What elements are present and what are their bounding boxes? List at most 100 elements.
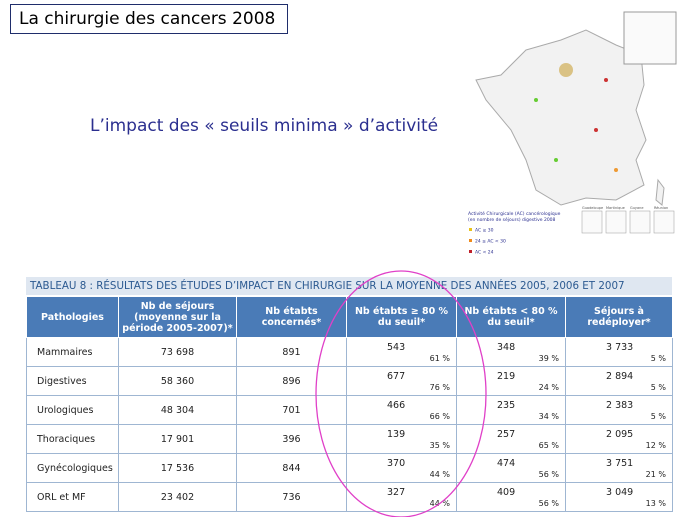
map-dot [594, 128, 598, 132]
map-legend-subtitle: (en nombre de séjours) digestive 2008 [468, 216, 556, 223]
inset-label: Réunion [654, 206, 668, 210]
slide-subtitle: L’impact des « seuils minima » d’activit… [90, 116, 439, 136]
table-title: TABLEAU 8 : RÉSULTATS DES ÉTUDES D’IMPAC… [26, 277, 672, 295]
percent: 66 % [429, 412, 450, 421]
inset-label: Guyane [630, 206, 644, 210]
column-header: Séjours à redéployer* [565, 296, 673, 338]
value-cell: 48 304 [118, 395, 237, 425]
legend-swatch [469, 228, 472, 231]
count-cell: 474 56 % [456, 453, 566, 483]
count-cell: 2 383 5 % [565, 395, 673, 425]
count: 3 049 [606, 487, 634, 498]
percent: 65 % [538, 441, 559, 450]
count: 474 [497, 458, 516, 469]
percent: 5 % [650, 412, 666, 421]
count-cell: 139 35 % [346, 424, 457, 454]
table-body: Mammaires 73 698 891 543 61 % 348 39 % 3 733 5 %… [26, 337, 673, 512]
percent: 5 % [650, 354, 666, 363]
count-cell: 219 24 % [456, 366, 566, 396]
value-cell: 17 536 [118, 453, 237, 483]
inset-label: Martinique [606, 206, 625, 210]
count-cell: 2 894 5 % [565, 366, 673, 396]
value-cell: 891 [236, 337, 347, 367]
pathology: Urologiques [26, 395, 119, 425]
value-cell: 844 [236, 453, 347, 483]
percent: 76 % [429, 383, 450, 392]
percent: 44 % [429, 470, 450, 479]
inset-box [605, 210, 627, 234]
value-cell: 396 [236, 424, 347, 454]
count-cell: 235 34 % [456, 395, 566, 425]
inset-box [629, 210, 651, 234]
percent: 34 % [538, 412, 559, 421]
map-dot [534, 98, 538, 102]
count: 348 [497, 342, 516, 353]
legend-label: AC < 24 [475, 250, 494, 256]
map-insets: Guadeloupe Martinique Guyane Réunion [581, 206, 675, 234]
count: 3 733 [606, 342, 634, 353]
count: 219 [497, 371, 516, 382]
value-cell: 896 [236, 366, 347, 396]
table-row: Digestives 58 360 896 677 76 % 219 24 % 2 894 5 … [26, 366, 673, 396]
map-dot [559, 63, 573, 77]
legend-swatch [469, 239, 472, 242]
map-dot [554, 158, 558, 162]
map-dot [604, 78, 608, 82]
count: 2 095 [606, 429, 634, 440]
count-cell: 327 44 % [346, 482, 457, 512]
count: 2 383 [606, 400, 634, 411]
map-legend-title: Activité Chirurgicale (AC) cancérologiqu… [468, 210, 561, 217]
count: 3 751 [606, 458, 634, 469]
percent: 21 % [645, 470, 666, 479]
value-cell: 17 901 [118, 424, 237, 454]
percent: 35 % [429, 441, 450, 450]
table-row: Thoraciques 17 901 396 139 35 % 257 65 % 2 095 1… [26, 424, 673, 454]
count: 139 [387, 429, 406, 440]
count-cell: 370 44 % [346, 453, 457, 483]
count-cell: 3 751 21 % [565, 453, 673, 483]
count-cell: 3 049 13 % [565, 482, 673, 512]
column-header: Pathologies [26, 296, 119, 338]
percent: 5 % [650, 383, 666, 392]
value-cell: 701 [236, 395, 347, 425]
inset-label: Guadeloupe [582, 206, 603, 210]
map-legend: AC ≥ 30 24 ≤ AC < 30 AC < 24 [469, 228, 506, 256]
legend-swatch [469, 250, 472, 253]
table-row: Gynécologiques 17 536 844 370 44 % 474 56 % 3 7… [26, 453, 673, 483]
percent: 13 % [645, 499, 666, 508]
slide-title: La chirurgie des cancers 2008 [10, 4, 288, 34]
count-cell: 257 65 % [456, 424, 566, 454]
value-cell: 73 698 [118, 337, 237, 367]
percent: 56 % [538, 499, 559, 508]
percent: 12 % [645, 441, 666, 450]
corsica [655, 178, 665, 206]
count-cell: 409 56 % [456, 482, 566, 512]
column-header: Nb étabts < 80 % du seuil* [456, 296, 566, 338]
count: 466 [387, 400, 406, 411]
table-row: Urologiques 48 304 701 466 66 % 235 34 % 2 383 5… [26, 395, 673, 425]
count-cell: 543 61 % [346, 337, 457, 367]
header-row: Pathologies Nb de séjours (moyenne sur la… [26, 296, 673, 338]
value-cell: 58 360 [118, 366, 237, 396]
count: 327 [387, 487, 406, 498]
percent: 24 % [538, 383, 559, 392]
results-table: Pathologies Nb de séjours (moyenne sur la… [26, 296, 673, 512]
map-dot [614, 168, 618, 172]
pathology: Thoraciques [26, 424, 119, 454]
pathology: ORL et MF [26, 482, 119, 512]
count-cell: 3 733 5 % [565, 337, 673, 367]
count-cell: 677 76 % [346, 366, 457, 396]
count-cell: 348 39 % [456, 337, 566, 367]
legend-label: 24 ≤ AC < 30 [475, 239, 506, 245]
inset-box [581, 210, 603, 234]
column-header: Nb étabts ≥ 80 % du seuil* [346, 296, 457, 338]
count: 677 [387, 371, 406, 382]
pathology: Gynécologiques [26, 453, 119, 483]
pathology: Digestives [26, 366, 119, 396]
value-cell: 736 [236, 482, 347, 512]
count: 543 [387, 342, 406, 353]
table-row: Mammaires 73 698 891 543 61 % 348 39 % 3 733 5 % [26, 337, 673, 367]
legend-label: AC ≥ 30 [475, 228, 494, 234]
count: 257 [497, 429, 516, 440]
